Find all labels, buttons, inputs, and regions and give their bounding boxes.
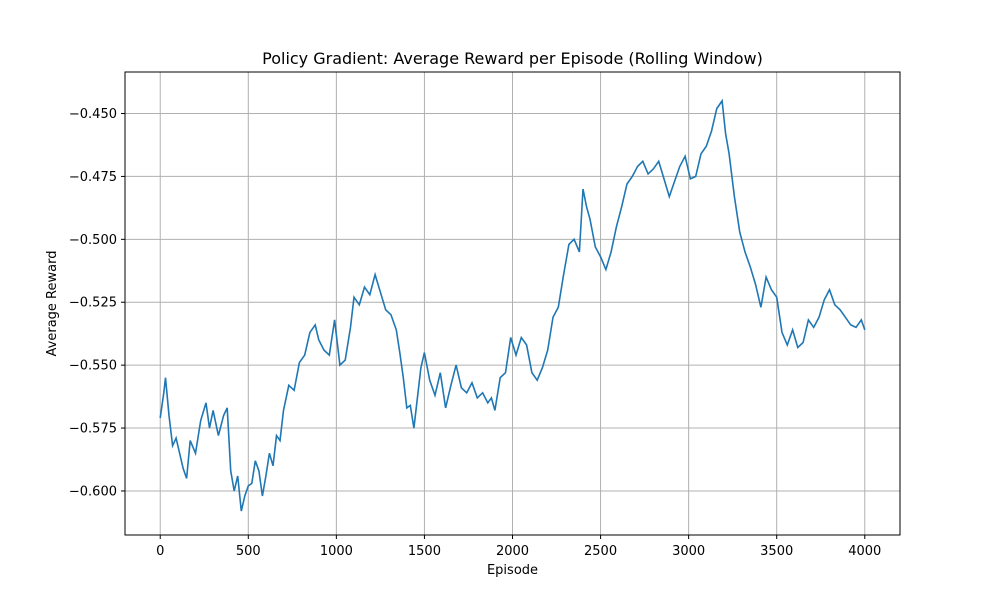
plot-area [159,98,866,512]
reward-series-line [159,98,866,512]
x-tick-label: 2500 [584,544,617,559]
x-tick-label: 2000 [496,544,529,559]
x-tick-label: 500 [236,544,261,559]
y-tick-label: −0.550 [69,359,117,374]
x-tick-label: 3000 [672,544,705,559]
y-axis-label: Average Reward [45,251,60,357]
y-tick-label: −0.600 [69,484,117,499]
x-axis-ticks: 0 500 1000 1500 2000 2500 3000 3500 4000 [156,535,881,559]
x-tick-label: 3500 [760,544,793,559]
chart-title: Policy Gradient: Average Reward per Epis… [262,49,763,68]
y-axis-ticks: −0.450 −0.475 −0.500 −0.525 −0.550 −0.575 −0.6… [69,107,125,499]
y-tick-label: −0.525 [69,296,117,311]
x-tick-label: 1500 [408,544,441,559]
x-tick-label: 0 [156,544,164,559]
y-tick-label: −0.575 [69,422,117,437]
grid-lines [125,72,900,535]
y-tick-label: −0.500 [69,233,117,248]
y-tick-label: −0.475 [69,170,117,185]
y-tick-label: −0.450 [69,107,117,122]
x-axis-label: Episode [487,563,538,578]
x-tick-label: 4000 [848,544,881,559]
x-tick-label: 1000 [320,544,353,559]
